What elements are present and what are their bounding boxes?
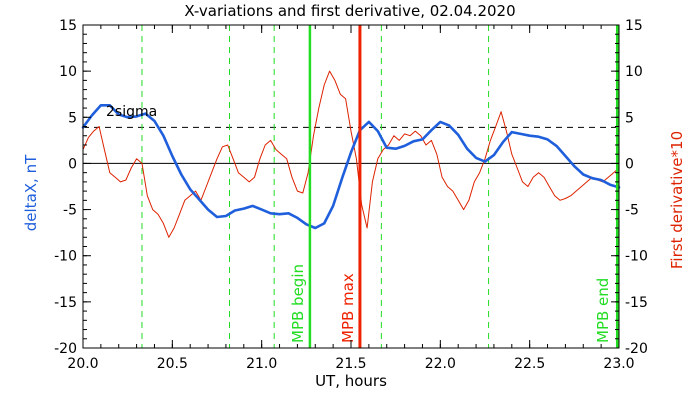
y-tick-label-right: 15 xyxy=(625,18,643,34)
y-tick-label-left: -10 xyxy=(54,249,77,265)
y-tick-label-left: 10 xyxy=(59,64,77,80)
marker-label: MPB max xyxy=(339,273,357,343)
y-tick-label-left: -5 xyxy=(63,203,77,219)
x-axis-ticks: 20.0 20.5 21.0 21.5 22.0 22.5 23.0 xyxy=(67,25,635,372)
y-axis-ticks: 15 15 10 10 5 5 0 0 -5 -5 -10 -10 -15 -15 -20 -20 xyxy=(54,18,648,357)
y-axis-label-right: First derivative*10 xyxy=(668,131,686,269)
derivative-series-line xyxy=(82,70,620,238)
y-tick-label-left: -20 xyxy=(54,341,77,357)
y-tick-label-right: -15 xyxy=(625,295,648,311)
x-tick-label: 22.0 xyxy=(425,356,456,372)
marker-label: MPB end xyxy=(594,278,612,343)
guide-lines xyxy=(83,25,619,348)
y-tick-label-right: 10 xyxy=(625,64,643,80)
y-tick-label-right: -5 xyxy=(625,203,639,219)
x-tick-label: 20.5 xyxy=(157,356,188,372)
y-axis-label-left: deltaX, nT xyxy=(22,154,40,231)
x-tick-label: 21.5 xyxy=(335,356,366,372)
threshold-label: 2sigma xyxy=(106,104,157,120)
x-tick-label: 23.0 xyxy=(603,356,634,372)
series-layer xyxy=(81,70,621,238)
x-tick-label: 21.0 xyxy=(246,356,277,372)
y-tick-label-right: 5 xyxy=(625,110,634,126)
deltax-series-line xyxy=(81,104,621,230)
y-tick-label-left: 15 xyxy=(59,18,77,34)
y-tick-label-right: 0 xyxy=(625,156,634,172)
y-tick-label-right: -20 xyxy=(625,341,648,357)
x-tick-label: 20.0 xyxy=(67,356,98,372)
marker-label: MPB begin xyxy=(289,264,307,343)
marker-lines: MPB begin MPB max MPB end xyxy=(289,25,619,348)
x-tick-label: 22.5 xyxy=(514,356,545,372)
x-axis-label: UT, hours xyxy=(315,372,387,390)
y-tick-label-left: -15 xyxy=(54,295,77,311)
y-tick-label-right: -10 xyxy=(625,249,648,265)
chart-title: X-variations and first derivative, 02.04… xyxy=(184,2,515,20)
y-tick-label-left: 0 xyxy=(68,156,77,172)
y-tick-label-left: 5 xyxy=(68,110,77,126)
